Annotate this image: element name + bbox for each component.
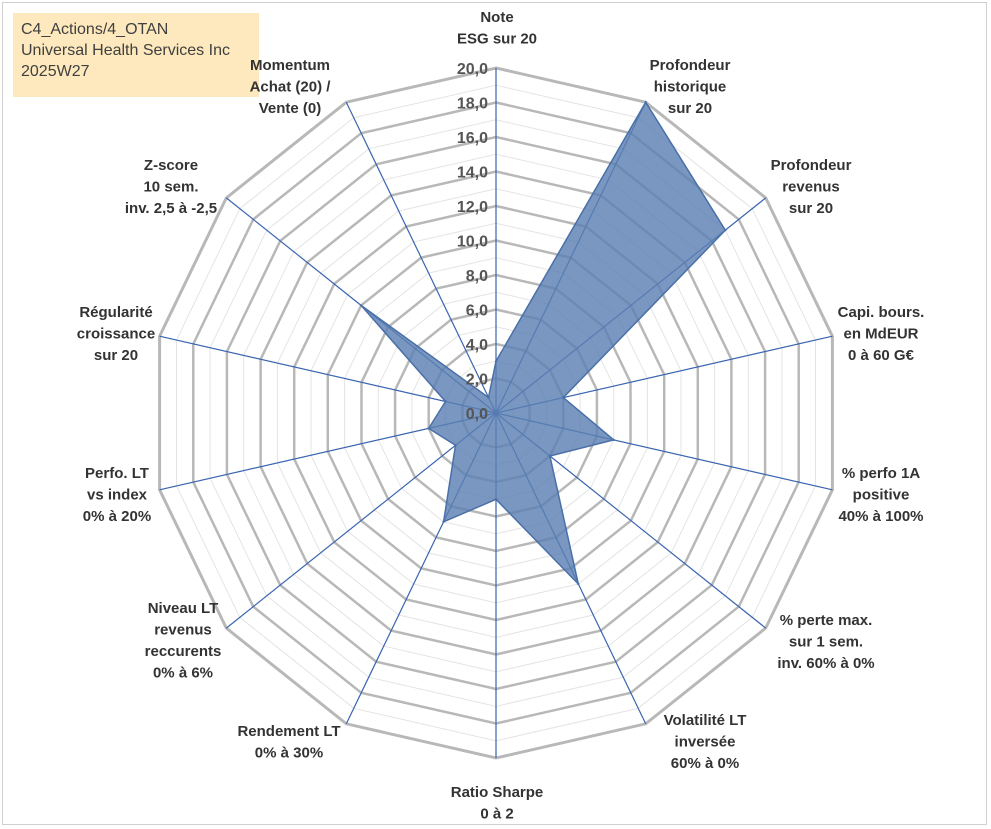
chart-title-box: C4_Actions/4_OTAN Universal Health Servi… [13, 13, 259, 97]
axis-label-line: inv. 2,5 à -2,5 [125, 200, 217, 217]
data-point [562, 396, 565, 399]
axis-label-line: Profondeur [771, 157, 852, 174]
axis-spoke [225, 412, 497, 629]
r-tick-label: 10,0 [457, 234, 488, 251]
axis-label: Profondeur historique sur 20 [650, 57, 731, 117]
axis-label-line: % perte max. [780, 612, 873, 629]
axis-label-line: Volatilité LT [664, 712, 747, 729]
r-tick-label: 0,0 [466, 406, 488, 423]
axis-label: Régularité croissance sur 20 [77, 304, 155, 364]
axis-label-line: 0% à 6% [153, 665, 213, 682]
data-point [442, 520, 445, 523]
axis-label: Perfo. LT vs index 0% à 20% [83, 465, 151, 525]
data-point [644, 101, 647, 104]
data-point [724, 229, 727, 232]
axis-spoke [159, 335, 497, 414]
axis-label: Ratio Sharpe 0 à 2 [451, 784, 544, 823]
axis-label-line: Capi. bours. [838, 304, 925, 321]
axis-label: Note ESG sur 20 [457, 9, 537, 48]
data-point [444, 400, 447, 403]
axis-label: Momentum Achat (20) / Vente (0) [250, 57, 332, 117]
axis-label-line: positive [853, 487, 910, 504]
axis-label-line: inversée [675, 734, 736, 751]
axis-label-line: sur 1 sem. [789, 634, 863, 651]
r-tick-label: 8,0 [466, 268, 488, 285]
axis-label: % perfo 1A positive 40% à 100% [838, 465, 923, 525]
r-tick-label: 16,0 [457, 130, 488, 147]
axis-label-line: croissance [77, 326, 155, 343]
axis-label: Profondeur revenus sur 20 [771, 157, 852, 217]
title-line-1: C4_Actions/4_OTAN [21, 21, 169, 38]
data-point [359, 304, 363, 307]
axis-label-line: Ratio Sharpe [451, 784, 544, 801]
axis-label-line: % perfo 1A [842, 465, 921, 482]
axis-label: Volatilité LT inversée 60% à 0% [664, 712, 747, 772]
axis-label-line: en MdEUR [844, 326, 919, 343]
title-line-3: 2025W27 [21, 63, 90, 80]
axis-label-line: Note [480, 9, 513, 26]
axis-label-line: historique [654, 79, 727, 96]
axis-label-line: revenus [782, 179, 840, 196]
axis-label-line: 0 à 2 [480, 806, 513, 823]
title-line-2: Universal Health Services Inc [21, 42, 230, 59]
data-point [454, 444, 457, 447]
data-point [427, 427, 430, 430]
axis-label-line: Momentum [250, 57, 330, 74]
data-point [548, 454, 552, 458]
axis-label-line: Vente (0) [259, 100, 322, 117]
r-tick-label: 14,0 [457, 165, 488, 182]
r-tick-label: 4,0 [466, 337, 488, 354]
r-tick-label: 12,0 [457, 199, 488, 216]
axis-label-line: ESG sur 20 [457, 31, 537, 48]
axis-label-line: 10 sem. [143, 179, 198, 196]
axis-label-line: Z-score [144, 157, 198, 174]
axis-label-line: sur 20 [789, 200, 833, 217]
axis-label-line: 0% à 20% [83, 508, 151, 525]
data-point [487, 396, 490, 399]
data-point [494, 498, 498, 501]
axis-label-line: 60% à 0% [671, 755, 739, 772]
axis-label: Rendement LT 0% à 30% [237, 723, 340, 762]
data-point [494, 360, 498, 363]
r-tick-label: 2,0 [466, 372, 488, 389]
r-tick-label: 18,0 [457, 96, 488, 113]
axis-label-line: 0 à 60 G€ [848, 347, 915, 364]
axis-label-line: 0% à 30% [255, 745, 323, 762]
axis-label-line: inv. 60% à 0% [777, 655, 874, 672]
axis-label: Niveau LT revenus reccurents 0% à 6% [145, 600, 222, 682]
r-tick-label: 6,0 [466, 303, 488, 320]
axis-label-line: Rendement LT [237, 723, 340, 740]
axis-label: % perte max. sur 1 sem. inv. 60% à 0% [777, 612, 874, 672]
axis-label-line: Niveau LT [148, 600, 219, 617]
axis-label: Z-score 10 sem. inv. 2,5 à -2,5 [125, 157, 217, 217]
axis-label-line: revenus [154, 622, 212, 639]
axis-label-line: Perfo. LT [85, 465, 149, 482]
axis-label-line: 40% à 100% [838, 508, 923, 525]
axis-label-line: Régularité [79, 304, 152, 321]
r-tick-label: 20,0 [457, 61, 488, 78]
series-area [360, 100, 727, 587]
axis-label: Capi. bours. en MdEUR 0 à 60 G€ [838, 304, 925, 364]
data-point [612, 438, 615, 442]
axis-label-line: reccurents [145, 643, 222, 660]
axis-label-line: sur 20 [668, 100, 712, 117]
axis-spoke [345, 101, 497, 414]
axis-label-line: Achat (20) / [250, 79, 332, 96]
axis-label-line: sur 20 [94, 347, 138, 364]
axis-label-line: vs index [87, 487, 148, 504]
axis-label-line: Profondeur [650, 57, 731, 74]
data-point [577, 582, 580, 586]
